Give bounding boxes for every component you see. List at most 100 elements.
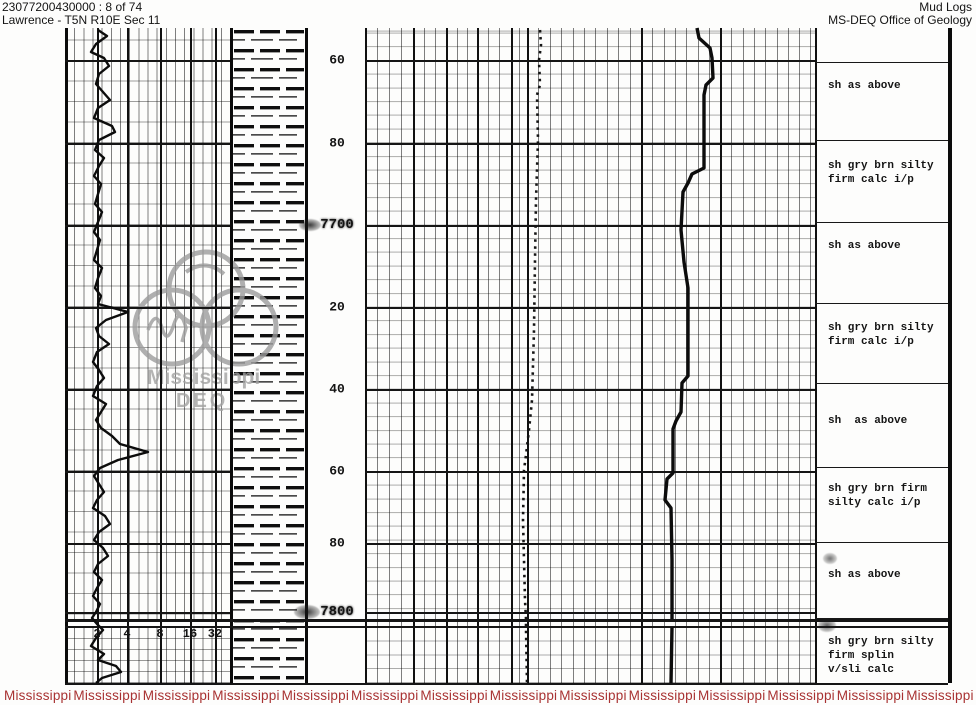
rop-scale-vline	[97, 28, 99, 683]
grid-bottom-edge	[65, 683, 948, 685]
grid-vline-heavy	[446, 28, 448, 683]
ink-smudge	[818, 619, 836, 632]
annotation-cell: sh as above	[815, 542, 948, 618]
annotation-text: sh as above	[828, 569, 901, 581]
grid-vline-heavy	[365, 28, 367, 683]
grid-vline	[686, 28, 687, 683]
depth-label: 7800	[320, 604, 354, 620]
track-border-line	[948, 28, 952, 683]
grid-vline	[519, 28, 520, 683]
grid-vline	[550, 28, 551, 683]
grid-vline	[457, 28, 458, 683]
grid-vline	[467, 28, 468, 683]
grid-vline-heavy	[511, 28, 513, 683]
grid-vline	[499, 28, 500, 683]
doc-title: Mud Logs	[919, 0, 972, 14]
grid-hline-heavy	[365, 143, 815, 145]
rop-scale-vline	[160, 28, 162, 683]
grid-vline	[595, 28, 596, 683]
track-border-line	[65, 28, 68, 683]
grid-vline	[777, 28, 778, 683]
gas-track-grid-upper	[365, 28, 815, 619]
grid-vline-heavy	[413, 28, 415, 683]
grid-hline-heavy	[65, 143, 230, 145]
grid-vline	[709, 28, 710, 683]
footer-watermark-word: Mississippi	[489, 688, 558, 703]
doc-location: Lawrence - T5N R10E Sec 11	[2, 13, 161, 27]
rop-scale-number: 8	[156, 627, 164, 641]
grid-vline	[435, 28, 436, 683]
grid-vline-heavy	[720, 28, 722, 683]
ink-smudge	[294, 605, 320, 619]
footer-watermark-word: Mississippi	[212, 688, 280, 703]
grid-vline-heavy	[641, 28, 643, 683]
grid-hline-heavy	[365, 612, 815, 614]
grid-hline-heavy	[65, 307, 230, 309]
footer-watermark-word: Mississippi	[73, 688, 141, 703]
grid-vline	[584, 28, 585, 683]
depth-label: 40	[329, 381, 345, 397]
rop-track-grid-lower	[65, 627, 230, 683]
grid-vline	[573, 28, 574, 683]
grid-vline	[488, 28, 489, 683]
footer-watermark-word: Mississippi	[351, 688, 419, 703]
annotation-text: sh gry brn silty firm splin v/sli calc	[828, 636, 934, 676]
grid-vline	[698, 28, 699, 683]
grid-vline	[810, 28, 811, 683]
section-break-line	[65, 626, 948, 628]
grid-vline	[401, 28, 402, 683]
section-break-line	[65, 619, 948, 622]
grid-hline-heavy	[65, 612, 230, 614]
grid-hline-heavy	[65, 471, 230, 473]
annotation-text: sh as above	[828, 80, 901, 92]
footer-watermark-word: Mississippi	[628, 688, 697, 703]
ink-smudge	[299, 219, 321, 231]
footer-watermark-word: Mississippi	[698, 688, 766, 703]
footer-watermark-word: Mississippi	[281, 688, 350, 703]
grid-vline	[799, 28, 800, 683]
footer-watermark-word: Mississippi	[836, 688, 905, 703]
annotation-cell: sh as above	[815, 62, 948, 140]
grid-vline	[664, 28, 665, 683]
grid-vline-heavy	[477, 28, 479, 683]
grid-vline-heavy	[527, 28, 529, 683]
depth-label: 80	[329, 135, 345, 151]
grid-hline-heavy	[365, 60, 815, 62]
rop-scale-number: 32	[207, 627, 223, 641]
annotation-cell: sh gry brn silty firm splin v/sli calc	[815, 618, 948, 685]
rop-scale-vline	[190, 28, 192, 683]
grid-vline	[377, 28, 378, 683]
footer-watermark-word: Mississippi	[142, 688, 211, 703]
annotation-cell: sh as above	[815, 222, 948, 303]
grid-hline-heavy	[65, 225, 230, 227]
grid-vline	[607, 28, 608, 683]
grid-vline-heavy	[815, 28, 817, 683]
rop-scale-number: 4	[123, 627, 131, 641]
gas-track-grid-lower	[365, 627, 815, 683]
annotation-text: sh as above	[828, 240, 901, 252]
rop-scale-number: 2	[93, 627, 101, 641]
annotation-cell: sh as above	[815, 383, 948, 467]
track-border-line	[305, 28, 308, 683]
depth-label: 60	[329, 463, 345, 479]
rop-scale-number: 16	[182, 627, 198, 641]
grid-hline-heavy	[365, 471, 815, 473]
doc-id: 23077200430000 : 8 of 74	[2, 0, 143, 14]
rop-track-grid-upper	[65, 28, 230, 619]
ink-smudge	[823, 553, 837, 564]
footer-watermark-word: Mississippi	[420, 688, 488, 703]
grid-hline-heavy	[365, 389, 815, 391]
grid-vline	[652, 28, 653, 683]
rop-scale-vline	[215, 28, 217, 683]
grid-vline	[731, 28, 732, 683]
grid-vline	[788, 28, 789, 683]
annotation-text: sh gry brn silty firm calc i/p	[828, 322, 934, 348]
footer-watermark-word: Mississippi	[559, 688, 627, 703]
annotation-cell: sh gry brn firm silty calc i/p	[815, 467, 948, 542]
grid-vline	[743, 28, 744, 683]
grid-vline	[538, 28, 539, 683]
grid-hline-heavy	[365, 543, 815, 545]
annotation-cell: sh gry brn silty firm calc i/p	[815, 140, 948, 222]
grid-vline	[618, 28, 619, 683]
